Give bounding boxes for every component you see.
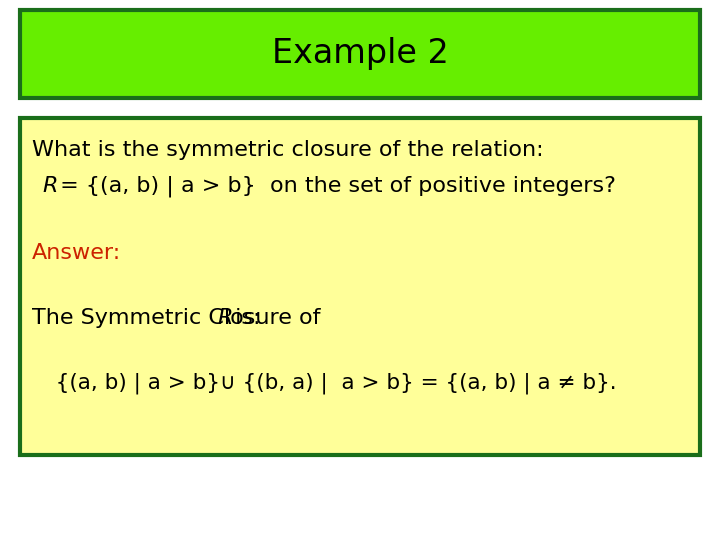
Text: Answer:: Answer: [32, 243, 121, 263]
Text: R: R [42, 176, 58, 196]
Text: The Symmetric Closure of: The Symmetric Closure of [32, 308, 328, 328]
Bar [20, 118, 700, 455]
Text: What is the symmetric closure of the relation:: What is the symmetric closure of the rel… [32, 140, 544, 160]
Text: Example 2: Example 2 [271, 37, 449, 71]
Text: {(a, b) | a > b}∪ {(b, a) |  a > b} = {(a, b) | a ≠ b}.: {(a, b) | a > b}∪ {(b, a) | a > b} = {(a… [42, 372, 616, 394]
Text: is:: is: [228, 308, 261, 328]
Bar [20, 10, 700, 98]
Text: R: R [217, 308, 233, 328]
Text: = {(a, b) | a > b}  on the set of positive integers?: = {(a, b) | a > b} on the set of positiv… [53, 176, 616, 197]
